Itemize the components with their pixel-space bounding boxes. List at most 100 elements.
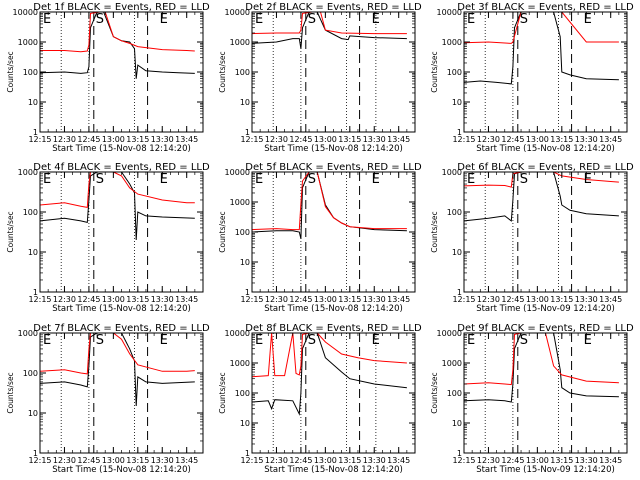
chart-title: Det 2f BLACK = Events, RED = LLD bbox=[245, 2, 422, 13]
x-tick-label: 13:15 bbox=[338, 295, 361, 304]
series-events-line bbox=[252, 333, 407, 416]
x-tick-label: 12:30 bbox=[53, 456, 76, 465]
y-axis-label: Counts/sec bbox=[6, 372, 15, 413]
y-tick-label: 10 bbox=[452, 98, 462, 107]
y-tick-label: 1 bbox=[457, 128, 462, 137]
y-axis-label: Counts/sec bbox=[6, 211, 15, 252]
x-tick-label: 13:15 bbox=[550, 135, 573, 144]
x-tick-label: 13:00 bbox=[526, 456, 549, 465]
marker-s: S bbox=[520, 12, 528, 27]
marker-s: S bbox=[96, 333, 104, 348]
series-lld-line bbox=[40, 12, 195, 53]
marker-s: S bbox=[520, 333, 528, 348]
x-tick-label: 13:15 bbox=[550, 456, 573, 465]
marker-s: S bbox=[308, 172, 316, 187]
series-lld-line bbox=[252, 172, 407, 231]
x-tick-label: 12:45 bbox=[501, 456, 524, 465]
x-tick-label: 13:30 bbox=[151, 456, 174, 465]
marker-e2: E bbox=[160, 172, 168, 187]
marker-e2: E bbox=[372, 12, 380, 27]
marker-e2: E bbox=[584, 12, 592, 27]
x-axis-label: Start Time (15-Nov-09 12:14:20) bbox=[476, 304, 615, 314]
x-tick-label: 12:45 bbox=[501, 295, 524, 304]
series-lld-line bbox=[464, 12, 619, 44]
y-tick-label: 10000 bbox=[225, 8, 250, 17]
y-tick-label: 1 bbox=[33, 449, 38, 458]
x-axis-label: Start Time (15-Nov-08 12:14:20) bbox=[52, 144, 191, 154]
x-tick-label: 12:30 bbox=[477, 456, 500, 465]
marker-e2: E bbox=[584, 172, 592, 187]
series-lld-line bbox=[464, 172, 619, 188]
y-tick-label: 10 bbox=[240, 419, 250, 428]
y-axis-label: Counts/sec bbox=[430, 372, 439, 413]
marker-s: S bbox=[308, 333, 316, 348]
marker-e2: E bbox=[160, 333, 168, 348]
y-tick-label: 1000 bbox=[18, 168, 38, 177]
chart-title: Det 1f BLACK = Events, RED = LLD bbox=[33, 2, 210, 13]
x-tick-label: 13:30 bbox=[575, 135, 598, 144]
x-axis-label: Start Time (15-Nov-08 12:14:20) bbox=[476, 144, 615, 154]
x-tick-label: 12:45 bbox=[77, 135, 100, 144]
x-tick-label: 12:30 bbox=[53, 295, 76, 304]
x-tick-label: 13:15 bbox=[126, 295, 149, 304]
marker-e2: E bbox=[372, 172, 380, 187]
y-tick-label: 10 bbox=[452, 248, 462, 257]
x-tick-label: 13:45 bbox=[599, 456, 622, 465]
marker-e2: E bbox=[160, 12, 168, 27]
series-lld-line bbox=[252, 12, 407, 35]
y-tick-label: 10000 bbox=[437, 329, 462, 338]
y-axis-label: Counts/sec bbox=[430, 211, 439, 252]
chart-title: Det 7f BLACK = Events, RED = LLD bbox=[33, 323, 210, 334]
series-lld-line bbox=[40, 333, 195, 375]
x-tick-label: 13:15 bbox=[338, 456, 361, 465]
x-tick-label: 13:45 bbox=[599, 135, 622, 144]
x-tick-label: 13:00 bbox=[102, 456, 125, 465]
y-tick-label: 1000 bbox=[230, 38, 250, 47]
series-events-line bbox=[464, 12, 619, 85]
x-tick-label: 12:45 bbox=[77, 295, 100, 304]
marker-e1: E bbox=[43, 12, 51, 27]
y-tick-label: 10 bbox=[28, 409, 38, 418]
series-events-line bbox=[464, 172, 619, 222]
y-tick-label: 100 bbox=[235, 389, 250, 398]
y-tick-label: 1 bbox=[33, 288, 38, 297]
marker-e1: E bbox=[255, 172, 263, 187]
x-tick-label: 13:00 bbox=[102, 295, 125, 304]
y-tick-label: 100 bbox=[235, 68, 250, 77]
marker-e1: E bbox=[467, 333, 475, 348]
x-tick-label: 12:15 bbox=[28, 135, 51, 144]
x-axis-label: Start Time (15-Nov-08 12:14:20) bbox=[264, 304, 403, 314]
plot-frame bbox=[39, 332, 204, 454]
marker-s: S bbox=[96, 172, 104, 187]
x-tick-label: 12:15 bbox=[452, 135, 475, 144]
x-axis-label: Start Time (15-Nov-08 12:14:20) bbox=[264, 144, 403, 154]
x-tick-label: 12:45 bbox=[289, 135, 312, 144]
y-tick-label: 10000 bbox=[225, 329, 250, 338]
chart-title: Det 5f BLACK = Events, RED = LLD bbox=[245, 162, 422, 173]
y-tick-label: 1 bbox=[245, 288, 250, 297]
x-tick-label: 12:30 bbox=[477, 295, 500, 304]
x-tick-label: 13:45 bbox=[599, 295, 622, 304]
chart-title: Det 6f BLACK = Events, RED = LLD bbox=[457, 162, 634, 173]
x-tick-label: 12:30 bbox=[265, 295, 288, 304]
plot-frame bbox=[463, 11, 628, 133]
y-tick-label: 1000 bbox=[230, 359, 250, 368]
marker-e2: E bbox=[584, 333, 592, 348]
y-tick-label: 100 bbox=[447, 208, 462, 217]
series-events-line bbox=[40, 12, 195, 79]
x-tick-label: 13:30 bbox=[575, 295, 598, 304]
y-tick-label: 100 bbox=[23, 369, 38, 378]
y-axis-label: Counts/sec bbox=[218, 211, 227, 252]
marker-s: S bbox=[520, 172, 528, 187]
x-tick-label: 13:00 bbox=[314, 295, 337, 304]
series-lld-line bbox=[40, 172, 195, 208]
marker-e1: E bbox=[467, 172, 475, 187]
marker-e1: E bbox=[43, 172, 51, 187]
x-tick-label: 12:15 bbox=[452, 456, 475, 465]
marker-e2: E bbox=[372, 333, 380, 348]
x-tick-label: 13:00 bbox=[314, 135, 337, 144]
y-tick-label: 10 bbox=[28, 98, 38, 107]
